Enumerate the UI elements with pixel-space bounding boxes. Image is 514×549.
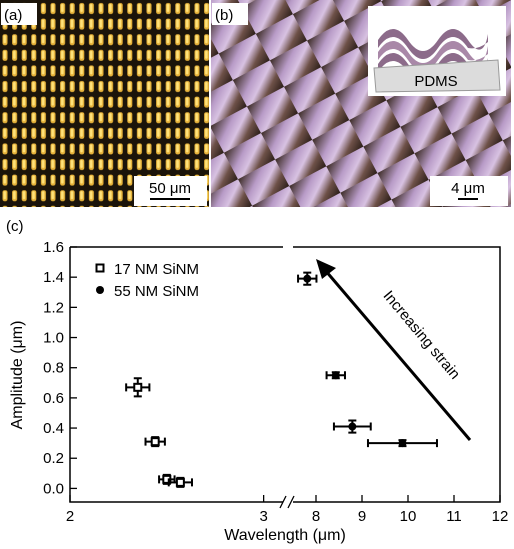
legend-marker	[96, 286, 104, 294]
point	[177, 479, 184, 486]
point	[152, 438, 159, 445]
x-tick-label: 9	[358, 508, 366, 525]
inset-label: PDMS	[414, 73, 457, 90]
figure: (a) 50 μm (b) PDMS 4 μm (c) Amplitude (μ…	[0, 0, 514, 544]
scale-label: 4 μm	[451, 180, 485, 197]
legend-marker	[97, 265, 104, 272]
y-tick-label: 1.4	[43, 269, 64, 286]
x-tick-label: 11	[446, 508, 462, 525]
legend-label: 55 NM SiNM	[114, 283, 199, 300]
y-tick-label: 0.2	[43, 450, 64, 467]
panel-label: (b)	[215, 7, 233, 24]
arrow-head	[316, 259, 336, 279]
x-tick-label: 2	[66, 508, 74, 525]
y-tick-label: 1.0	[43, 330, 64, 347]
point	[348, 423, 356, 431]
point	[303, 275, 311, 283]
y-tick-label: 0.8	[43, 360, 64, 377]
x-tick-label: 3	[259, 508, 267, 525]
x-tick-label: 12	[492, 508, 509, 525]
image-a-pattern	[0, 0, 209, 207]
panel-label: (c)	[6, 218, 24, 235]
point	[398, 439, 406, 447]
panel-label: (a)	[4, 7, 22, 24]
point	[134, 384, 141, 391]
y-tick-label: 0.4	[43, 420, 64, 437]
annotation: Increasing strain	[380, 287, 464, 382]
legend-label: 17 NM SiNM	[114, 261, 199, 278]
y-tick-label: 0.0	[43, 480, 64, 497]
x-tick-label: 8	[312, 508, 320, 525]
scale-label: 50 μm	[149, 180, 191, 197]
point	[332, 371, 340, 379]
x-axis-label: Wavelength (μm)	[224, 527, 346, 544]
y-tick-label: 1.6	[43, 239, 64, 256]
y-axis-label: Amplitude (μm)	[9, 321, 26, 430]
y-tick-label: 0.6	[43, 390, 64, 407]
x-tick-label: 10	[400, 508, 417, 525]
y-tick-label: 1.2	[43, 299, 64, 316]
